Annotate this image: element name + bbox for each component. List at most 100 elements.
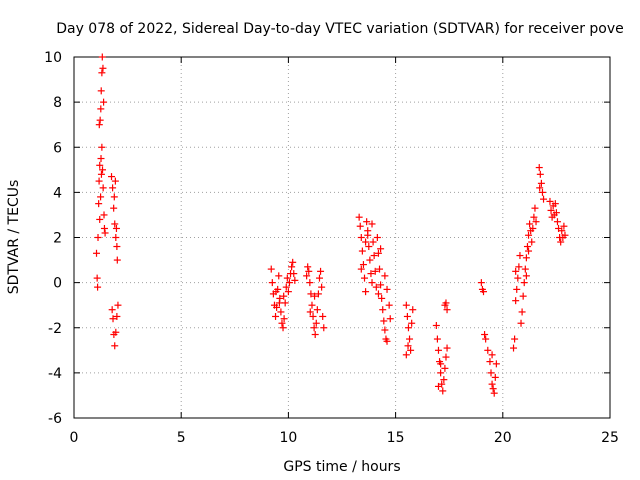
data-point [114, 301, 122, 309]
data-point [512, 297, 520, 305]
data-point [516, 252, 524, 260]
data-point [356, 222, 364, 230]
data-point [284, 288, 292, 296]
y-tick-label: 10 [44, 50, 62, 66]
data-point [560, 222, 568, 230]
data-point [275, 299, 283, 307]
data-point [536, 184, 544, 192]
data-point [311, 292, 319, 300]
data-point [514, 274, 522, 282]
data-point [113, 243, 121, 251]
data-point [522, 254, 530, 262]
data-point [552, 209, 560, 217]
data-point [97, 170, 105, 178]
data-point [537, 179, 545, 187]
data-point [318, 283, 326, 291]
data-point [291, 276, 299, 284]
data-point [512, 267, 520, 275]
data-point [510, 344, 518, 352]
data-point [434, 382, 442, 390]
data-point [434, 346, 442, 354]
data-point [278, 319, 286, 327]
data-point [283, 274, 291, 282]
x-tick-labels: 0 5 10 15 20 25 [70, 430, 619, 446]
data-point [280, 315, 288, 323]
data-point [380, 317, 388, 325]
data-point [403, 312, 411, 320]
data-point [272, 312, 280, 320]
data-point [381, 272, 389, 280]
data-point [109, 315, 117, 323]
data-point [282, 283, 290, 291]
data-point [486, 358, 494, 366]
x-tick-label: 20 [494, 430, 512, 446]
data-point [314, 290, 322, 298]
data-point [443, 344, 451, 352]
data-point [364, 231, 372, 239]
y-tick-label: 8 [53, 95, 62, 111]
data-point [99, 64, 107, 72]
data-point [482, 335, 490, 343]
data-point [273, 303, 281, 311]
data-point [368, 279, 376, 287]
data-point [319, 312, 327, 320]
data-point [307, 290, 315, 298]
data-point [520, 279, 528, 287]
data-point [561, 231, 569, 239]
data-point [279, 324, 287, 332]
x-tick-label: 5 [177, 430, 186, 446]
data-point [362, 288, 370, 296]
data-point [521, 265, 529, 273]
data-point [532, 218, 540, 226]
data-point [402, 351, 410, 359]
data-point [517, 319, 525, 327]
data-point [94, 234, 102, 241]
data-point [511, 335, 519, 343]
data-point [437, 360, 445, 368]
data-point [275, 272, 283, 280]
axis-ticks [73, 56, 611, 419]
data-point [404, 342, 412, 350]
data-point [407, 346, 415, 354]
data-point [366, 256, 374, 264]
data-point [355, 213, 363, 221]
data-point [477, 279, 485, 287]
data-point [113, 256, 121, 264]
data-point [437, 369, 445, 377]
data-point [268, 279, 276, 287]
data-point [439, 387, 447, 395]
data-point [386, 315, 394, 323]
y-tick-label: -2 [48, 321, 62, 337]
data-point [378, 294, 386, 302]
data-point [96, 161, 104, 169]
data-point [320, 324, 328, 332]
y-tick-label: -6 [48, 411, 62, 427]
data-point [530, 213, 538, 221]
data-point [443, 306, 451, 314]
data-point [111, 177, 119, 185]
data-point [376, 265, 384, 273]
data-point [313, 306, 321, 314]
data-point [98, 69, 106, 77]
x-tick-label: 15 [387, 430, 405, 446]
data-point [372, 283, 380, 291]
data-point [93, 274, 101, 282]
data-point [409, 306, 417, 314]
data-point [111, 220, 119, 228]
data-point [488, 380, 496, 388]
data-point [522, 272, 530, 280]
data-point [303, 272, 311, 280]
data-point [267, 265, 275, 273]
data-point [96, 116, 104, 124]
data-point [362, 238, 370, 246]
x-tick-label: 10 [279, 430, 297, 446]
data-point [288, 263, 296, 271]
data-point [442, 353, 450, 361]
data-point [433, 335, 441, 343]
data-point [272, 288, 280, 296]
data-point [110, 204, 118, 212]
data-point [100, 98, 108, 106]
data-point [547, 206, 555, 214]
data-point [97, 87, 105, 95]
